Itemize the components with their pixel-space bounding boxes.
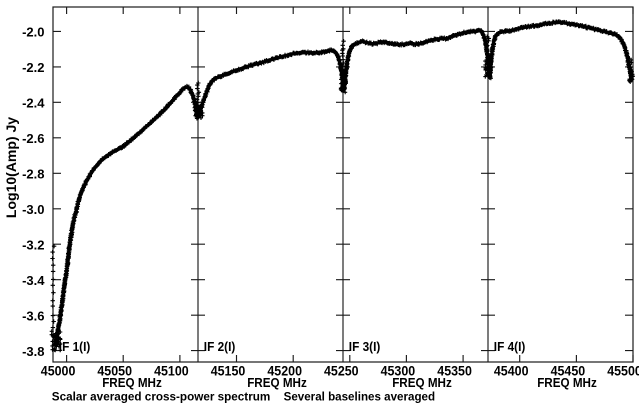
svg-text:45300: 45300: [381, 363, 416, 378]
svg-text:IF 4(I): IF 4(I): [494, 340, 526, 354]
svg-text:Log10(Amp) Jy: Log10(Amp) Jy: [3, 117, 19, 218]
svg-text:45500: 45500: [607, 363, 639, 378]
svg-text:-2.4: -2.4: [22, 96, 45, 111]
svg-text:Several baselines averaged: Several baselines averaged: [284, 390, 436, 404]
svg-text:-2.6: -2.6: [22, 131, 44, 146]
svg-text:-3.0: -3.0: [22, 202, 44, 217]
svg-text:45150: 45150: [211, 363, 246, 378]
svg-text:-2.8: -2.8: [22, 167, 44, 182]
svg-text:FREQ MHz: FREQ MHz: [537, 375, 597, 390]
svg-text:45050: 45050: [97, 363, 132, 378]
svg-text:IF 2(I): IF 2(I): [204, 340, 236, 354]
svg-text:-3.4: -3.4: [22, 273, 45, 288]
svg-text:FREQ MHz: FREQ MHz: [392, 375, 452, 390]
svg-text:45000: 45000: [41, 363, 76, 378]
svg-text:Scalar averaged cross-power sp: Scalar averaged cross-power spectrum: [52, 390, 270, 404]
svg-text:IF 1(I): IF 1(I): [59, 340, 91, 354]
svg-text:45200: 45200: [267, 363, 302, 378]
svg-text:45100: 45100: [154, 363, 189, 378]
svg-text:-2.0: -2.0: [22, 25, 44, 40]
svg-text:45250: 45250: [324, 363, 359, 378]
svg-text:45400: 45400: [494, 363, 529, 378]
svg-text:FREQ MHz: FREQ MHz: [102, 375, 162, 390]
svg-text:45450: 45450: [551, 363, 586, 378]
svg-text:FREQ MHz: FREQ MHz: [247, 375, 307, 390]
svg-text:-3.6: -3.6: [22, 308, 44, 323]
svg-text:-2.2: -2.2: [22, 60, 44, 75]
svg-text:-3.2: -3.2: [22, 237, 44, 252]
svg-text:IF 3(I): IF 3(I): [349, 340, 381, 354]
svg-text:45350: 45350: [437, 363, 472, 378]
svg-text:-3.8: -3.8: [22, 344, 44, 359]
